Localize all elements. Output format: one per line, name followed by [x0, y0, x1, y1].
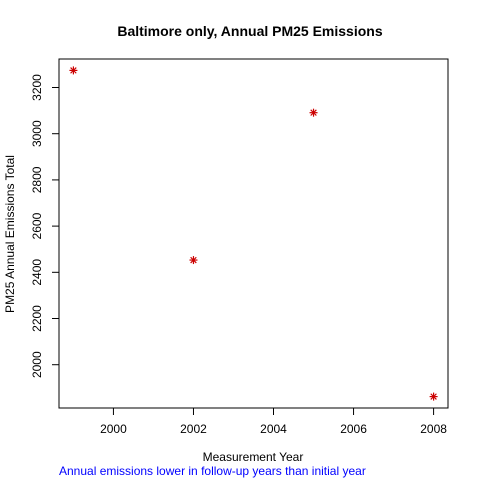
- data-point: [309, 108, 318, 117]
- x-tick-label: 2004: [260, 422, 287, 436]
- chart-title: Baltimore only, Annual PM25 Emissions: [117, 23, 382, 39]
- y-tick-label: 2400: [30, 259, 44, 286]
- marker-stroke: [310, 109, 317, 116]
- marker-stroke: [70, 67, 77, 74]
- y-axis-label: PM25 Annual Emissions Total: [3, 155, 17, 313]
- x-tick-label: 2000: [100, 422, 127, 436]
- data-points: [69, 66, 438, 401]
- data-point: [69, 66, 78, 75]
- marker-stroke: [430, 393, 437, 400]
- y-tick-label: 3000: [30, 120, 44, 147]
- data-point: [429, 392, 438, 401]
- y-tick-label: 2800: [30, 166, 44, 193]
- y-axis: 2000 2200 2400 2600 2800 3000 3200: [30, 74, 60, 378]
- x-tick-label: 2008: [420, 422, 447, 436]
- x-tick-label: 2002: [180, 422, 207, 436]
- marker-stroke: [190, 256, 197, 264]
- y-tick-label: 2000: [30, 351, 44, 378]
- y-tick-label: 2600: [30, 212, 44, 239]
- x-axis-label: Measurement Year: [203, 450, 304, 464]
- y-tick-label: 3200: [30, 74, 44, 101]
- y-tick-label: 2200: [30, 305, 44, 332]
- chart-caption: Annual emissions lower in follow-up year…: [59, 464, 366, 478]
- x-axis: 2000 2002 2004 2006 2008: [100, 407, 447, 436]
- plot-frame: [58, 58, 449, 409]
- x-tick-label: 2006: [340, 422, 367, 436]
- data-point: [189, 256, 198, 265]
